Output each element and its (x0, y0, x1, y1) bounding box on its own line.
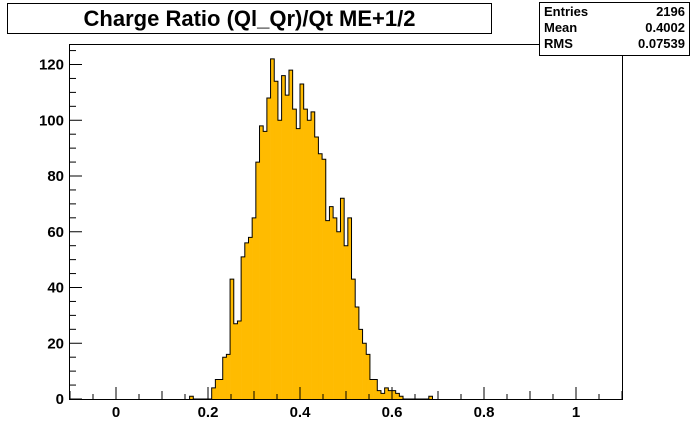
stats-entries-row: Entries 2196 (544, 3, 685, 19)
histogram-bin (311, 111, 316, 399)
histogram-bin (303, 109, 308, 400)
x-tick-label: 1 (572, 404, 580, 421)
histogram-bin (318, 153, 323, 399)
stats-rms-value: 0.07539 (638, 36, 685, 51)
histogram-bin (215, 379, 220, 399)
histogram-bin (344, 245, 349, 399)
histogram-bin (362, 343, 367, 399)
histogram-bin (355, 307, 360, 399)
y-tick-label: 100 (39, 112, 64, 129)
histogram-bin (244, 242, 249, 399)
histogram-bin (296, 128, 301, 399)
histogram-bin (285, 95, 290, 400)
histogram-bin (233, 323, 238, 399)
histogram-bin (399, 396, 404, 399)
x-tick-label: 0.8 (474, 404, 495, 421)
histogram-bin (270, 58, 275, 399)
chart-title: Charge Ratio (Ql_Qr)/Qt ME+1/2 (7, 3, 492, 34)
stats-mean-label: Mean (544, 20, 578, 35)
y-tick-label: 0 (56, 391, 64, 408)
histogram-bars (189, 58, 433, 400)
histogram-bin (347, 217, 352, 399)
histogram-bin (325, 220, 330, 399)
histogram-bin (281, 75, 286, 400)
histogram-bin (377, 390, 382, 399)
histogram-bin (292, 109, 297, 400)
histogram-bin (373, 379, 378, 399)
histogram-bin (340, 198, 345, 399)
x-tick-label: 0 (112, 404, 120, 421)
stats-box: Entries 2196 Mean 0.4002 RMS 0.07539 (539, 2, 690, 56)
histogram-bin (392, 390, 396, 399)
histogram-bin (314, 136, 319, 399)
histogram-bin (277, 120, 282, 400)
histogram-bin (366, 354, 371, 399)
y-tick-label: 40 (47, 280, 64, 297)
histogram-bin (237, 320, 242, 399)
histogram-bin (322, 159, 327, 399)
histogram-bin (211, 387, 216, 399)
y-tick-label: 60 (47, 224, 64, 241)
stats-mean-row: Mean 0.4002 (544, 19, 685, 35)
histogram-bin (230, 279, 235, 399)
stats-entries-label: Entries (544, 4, 589, 19)
histogram-bin (336, 231, 341, 399)
histogram-bin (388, 390, 393, 399)
histogram-bin (255, 162, 260, 399)
histogram-bin (384, 387, 389, 399)
x-tick-label: 0.2 (198, 404, 219, 421)
histogram-bin (222, 357, 227, 399)
stats-rms-label: RMS (544, 36, 573, 51)
y-tick-label: 80 (47, 168, 64, 185)
y-tick-label: 120 (39, 57, 64, 74)
stats-entries-value: 2196 (656, 4, 685, 19)
histogram-bin (259, 125, 264, 399)
histogram-bin (369, 379, 374, 399)
x-tick-label: 0.6 (382, 404, 403, 421)
histogram-bin (189, 396, 194, 399)
histogram-bin (333, 217, 338, 399)
x-axis: 0 0.2 0.4 0.6 0.8 1 (69, 387, 623, 421)
stats-mean-value: 0.4002 (645, 20, 685, 35)
plot-frame (69, 44, 623, 400)
histogram-bin (428, 396, 433, 399)
histogram-bin (395, 393, 400, 399)
histogram-bin (219, 379, 224, 399)
histogram-bin (358, 329, 363, 399)
y-tick-label: 20 (47, 335, 64, 352)
histogram-bin (263, 131, 268, 399)
x-tick-label: 0.4 (290, 404, 312, 421)
histogram-bin (351, 279, 356, 399)
stats-rms-row: RMS 0.07539 (544, 35, 685, 51)
y-axis: 0 20 40 60 80 100 120 (39, 50, 82, 408)
histogram-bin (288, 70, 293, 400)
histogram-bin (266, 97, 271, 399)
histogram-bin (307, 120, 312, 400)
histogram-bin (248, 237, 253, 399)
histogram-bin (226, 354, 231, 399)
histogram-bin (252, 217, 257, 399)
histogram-outline (189, 58, 433, 400)
histogram-bin (241, 256, 246, 399)
histogram-bin (300, 84, 304, 399)
histogram-bin (274, 81, 279, 400)
histogram-bin (380, 393, 385, 399)
histogram-bin (329, 206, 334, 399)
